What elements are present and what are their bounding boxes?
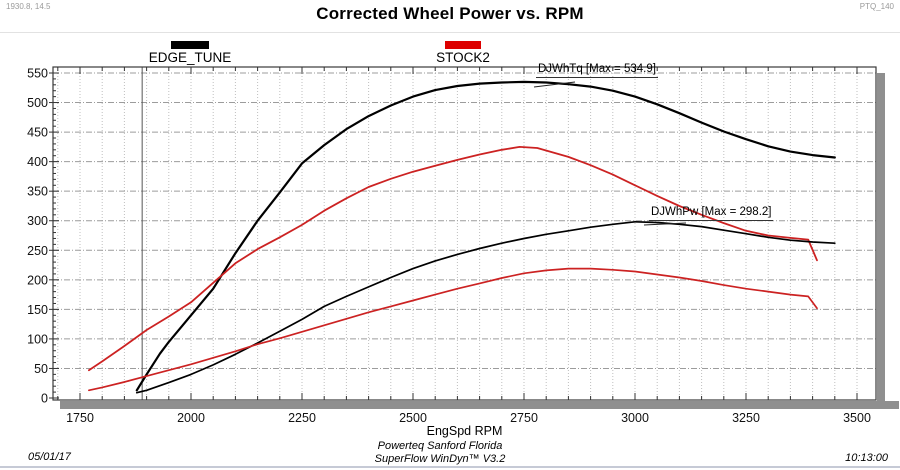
y-tick-label: 100 [27, 332, 48, 346]
y-tick-label: 500 [27, 96, 48, 110]
y-tick-label: 0 [41, 392, 48, 406]
footer-software: SuperFlow WinDyn™ V3.2 [374, 452, 506, 465]
frame-shadow-bottom [60, 401, 899, 409]
y-tick-label: 250 [27, 244, 48, 258]
header-divider [0, 32, 900, 33]
legend-item-stock2: STOCK2 [425, 41, 501, 64]
x-tick-label: 2000 [177, 411, 205, 425]
x-tick-label: 3500 [843, 411, 871, 425]
chart-title: Corrected Wheel Power vs. RPM [316, 4, 584, 23]
test-id-label: PTQ_140 [859, 2, 894, 11]
footer-divider [0, 466, 900, 468]
stock2-torque-curve [88, 145, 818, 372]
edge-tune-torque-curve [135, 80, 836, 392]
x-tick-label: 3250 [732, 411, 760, 425]
stock2-label: STOCK2 [436, 50, 490, 65]
cursor-readout: 1930.8, 14.5 [6, 2, 51, 11]
x-tick-label: 2250 [288, 411, 316, 425]
y-tick-label: 200 [27, 273, 48, 287]
frame-shadow-right [877, 73, 885, 408]
power-max-pointer [643, 222, 687, 226]
x-axis-title: EngSpd RPM [426, 424, 503, 438]
legend-item-edge-tune: EDGE_TUNE [148, 41, 232, 64]
stock2-swatch [445, 41, 481, 49]
y-tick-label: 550 [27, 67, 48, 81]
y-tick-label: 350 [27, 185, 48, 199]
footer-date: 05/01/17 [28, 451, 71, 463]
y-tick-label: 300 [27, 214, 48, 228]
edge-tune-swatch [171, 41, 209, 49]
x-tick-label: 3000 [621, 411, 649, 425]
x-tick-label: 2750 [510, 411, 538, 425]
edge-tune-label: EDGE_TUNE [148, 50, 232, 65]
y-tick-label: 150 [27, 303, 48, 317]
footer-time: 10:13:00 [845, 452, 888, 464]
y-tick-label: 50 [34, 362, 48, 376]
footer-facility-software: Powerteq Sanford Florida SuperFlow WinDy… [300, 440, 580, 465]
y-tick-label: 450 [27, 126, 48, 140]
power-max-annotation: DJWhPw [Max = 298.2] [649, 206, 774, 221]
edge-tune-power-curve [135, 220, 836, 394]
x-tick-label: 1750 [66, 411, 94, 425]
x-tick-label: 2500 [399, 411, 427, 425]
footer-facility: Powerteq Sanford Florida [377, 440, 503, 452]
plot-frame [52, 66, 877, 401]
stock2-power-curve [88, 267, 818, 392]
y-tick-label: 400 [27, 155, 48, 169]
torque-max-annotation: DJWhTq [Max = 534.9] [536, 63, 658, 78]
torque-max-pointer [533, 81, 576, 88]
